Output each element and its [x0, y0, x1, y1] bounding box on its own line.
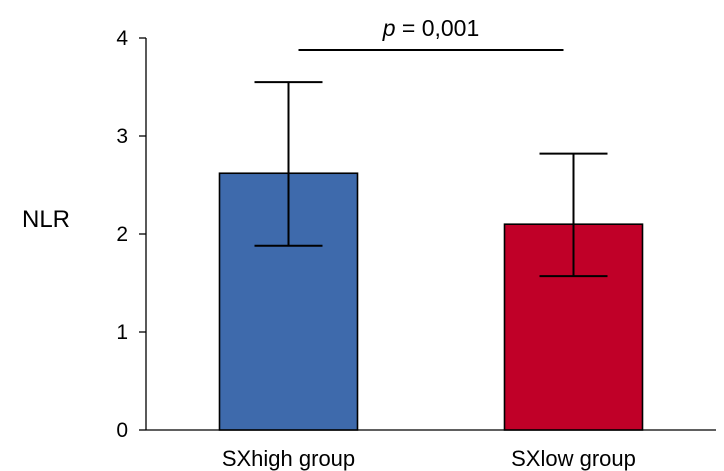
chart-error-bars — [254, 81, 608, 278]
p-symbol: p — [382, 15, 396, 41]
y-tick-label: 0 — [116, 419, 128, 442]
y-tick-label: 2 — [116, 223, 128, 246]
y-tick-label: 4 — [116, 27, 128, 50]
chart-bars — [218, 172, 644, 431]
p-value-text: = 0,001 — [396, 15, 480, 41]
y-tick-label: 3 — [116, 125, 128, 148]
significance-label: p = 0,001 — [382, 15, 480, 41]
chart-labels: 0 1 2 3 4 SXhigh group SXlow group — [116, 27, 636, 471]
y-axis-label: NLR — [22, 206, 70, 233]
y-tick-label: 1 — [116, 321, 128, 344]
significance-annotation: p = 0,001 — [298, 15, 564, 51]
category-label: SXhigh group — [222, 446, 355, 471]
category-label: SXlow group — [511, 446, 636, 471]
